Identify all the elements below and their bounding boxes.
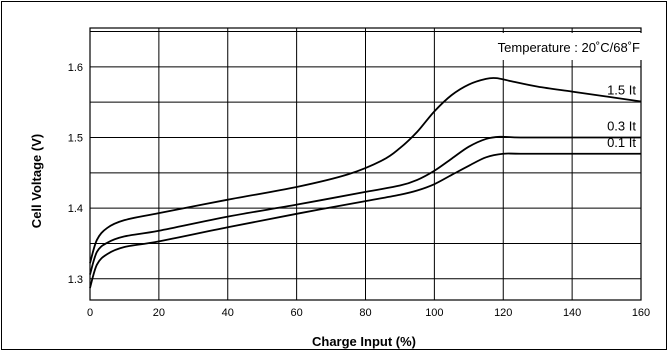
series-line: [89, 152, 641, 289]
tick-labels: 0 20 40 60 80 100 120 140 160 1.3 1.4 1.5 1.6: [68, 62, 650, 319]
x-tick-label: 40: [222, 307, 234, 319]
plot-border: [89, 27, 642, 301]
x-tick-label: 160: [632, 307, 650, 319]
plot-area-border: [89, 27, 642, 301]
y-tick-label: 1.4: [68, 203, 83, 215]
x-tick-label: 80: [359, 307, 371, 319]
x-tick-label: 0: [87, 307, 93, 319]
temperature-annotation: Temperature : 20˚C/68˚F: [498, 40, 640, 55]
annotation-box: [436, 33, 646, 60]
y-tick-label: 1.3: [68, 274, 83, 286]
series-line: [89, 77, 642, 264]
series-label: 1.5 It: [607, 82, 636, 97]
y-tick-label: 1.5: [68, 133, 83, 145]
grid-layer: [89, 28, 642, 300]
x-tick-label: 20: [153, 307, 165, 319]
x-tick-label: 60: [291, 307, 303, 319]
y-tick-label: 1.6: [68, 62, 83, 74]
series-line: [89, 135, 641, 275]
series-labels: 1.5 It 0.3 It0.1 It: [607, 82, 636, 149]
x-axis-title: Charge Input (%): [312, 334, 416, 349]
series-label: 0.3 It: [607, 119, 636, 134]
x-tick-label: 140: [563, 307, 581, 319]
series-label: 0.1 It: [607, 135, 636, 150]
x-tick-label: 120: [494, 307, 512, 319]
y-axis-title: Cell Voltage (V): [29, 134, 44, 228]
series-layer: [89, 77, 642, 289]
x-tick-label: 100: [425, 307, 443, 319]
